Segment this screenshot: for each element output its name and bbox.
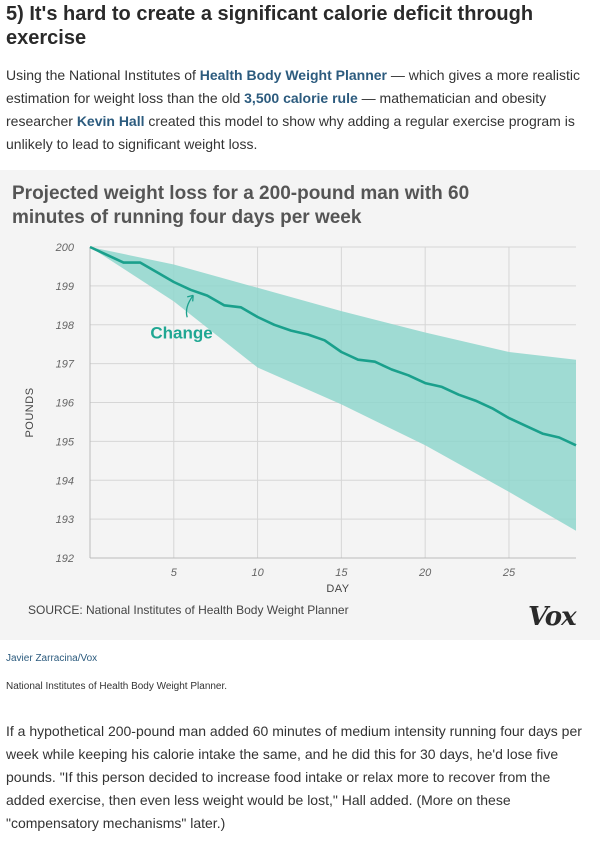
y-tick-label: 199 [56,281,74,293]
y-tick-label: 194 [56,475,74,487]
intro-paragraph: Using the National Institutes of Health … [6,64,591,156]
chart-title: Projected weight loss for a 200-pound ma… [12,183,470,228]
y-tick-label: 195 [56,436,75,448]
vox-logo: Vox [528,602,577,632]
y-tick-label: 196 [56,398,75,410]
x-tick-label: 20 [418,567,432,579]
x-tick-label: 10 [251,567,264,579]
projection-range-band [90,247,576,531]
intro-text-4: created this model to show why adding a … [6,113,575,152]
photo-credit[interactable]: Javier Zarracina/Vox [6,653,98,664]
x-tick-label: 5 [171,567,178,579]
intro-text-1: Using the National Institutes of [6,67,200,83]
line-layer [89,245,577,447]
x-axis-title: DAY [326,583,349,595]
grid-layer [89,246,576,559]
chart-figure: Projected weight loss for a 200-pound ma… [0,170,600,640]
health-body-weight-planner-link[interactable]: Health Body Weight Planner [199,67,387,83]
y-tick-label: 197 [56,359,75,371]
calorie-rule-link[interactable]: 3,500 calorie rule [244,90,358,106]
annotation-arrowhead [187,294,194,302]
figure-caption: National Institutes of Health Body Weigh… [6,681,228,692]
intro-text-3: — mathematician and obesity researcher [6,90,547,129]
kevin-hall-link[interactable]: Kevin Hall [76,113,145,129]
weight-loss-chart: 192 193 194 195 196 197 198 199 200 5 10 15 20 25 DAY P… [24,242,577,595]
band-layer [90,247,576,531]
x-tick-label: 15 [335,567,348,579]
change-annotation: Change [150,323,212,342]
y-tick-label: 198 [56,320,75,332]
section-heading: 5) It's hard to create a significant cal… [6,3,534,49]
annotation-arrow [185,294,194,318]
intro-text-2: — which gives a more realistic estimatio… [6,67,580,106]
label-layer: 192 193 194 195 196 197 198 199 200 5 10 15 20 25 DAY P… [24,242,516,595]
y-axis-title: POUNDS [24,387,36,437]
y-tick-label: 200 [55,242,75,254]
chart-source: SOURCE: National Institutes of Health Bo… [28,603,349,617]
x-tick-label: 25 [502,567,516,579]
y-tick-label: 192 [56,553,74,565]
body-paragraph: If a hypothetical 200-pound man added 60… [6,723,582,831]
y-tick-label: 193 [56,514,75,526]
change-series-line [89,245,577,447]
